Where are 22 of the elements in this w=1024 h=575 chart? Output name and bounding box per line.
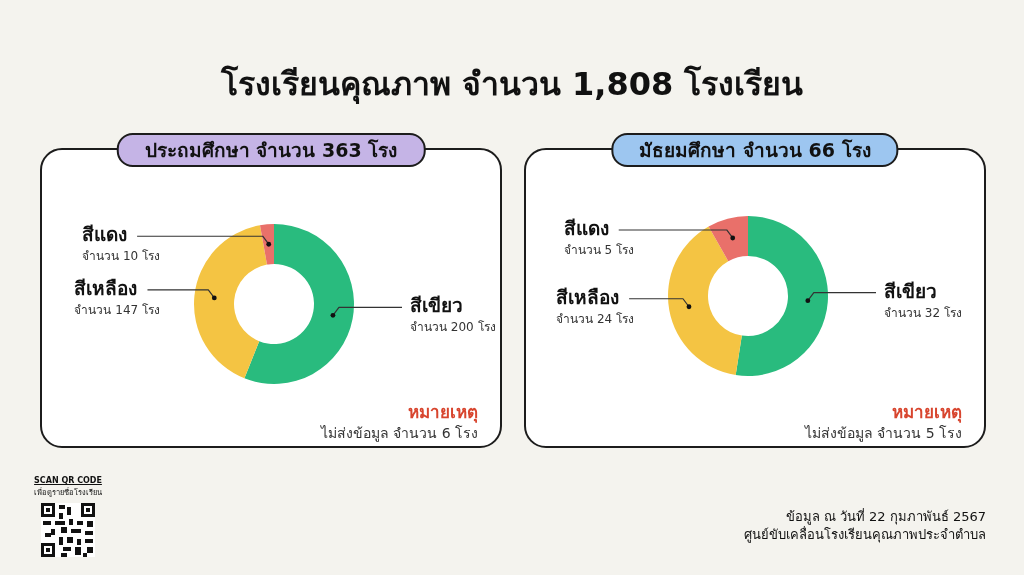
text: ไม่ส่งข้อมูล จำนวน 5 โรง: [804, 424, 962, 444]
data-label: จำนวน 200 โรง: [410, 320, 496, 335]
chart-title: มัธยมศึกษา จำนวน 66 โรง: [611, 133, 899, 167]
data-label: จำนวน 32 โรง: [884, 305, 962, 320]
text: หมายเหตุ: [892, 401, 962, 425]
text: โรงเรียนคุณภาพ จำนวน 1,808 โรงเรียน: [219, 64, 805, 106]
data-label: จำนวน 5 โรง: [563, 243, 634, 258]
text: หมายเหตุ: [408, 401, 478, 425]
data-label: จำนวน 147 โรง: [74, 303, 161, 318]
text: ศูนย์ขับเคลื่อนโรงเรียนคุณภาพประจำตำบล: [743, 526, 986, 544]
text: ไม่ส่งข้อมูล จำนวน 6 โรง: [320, 424, 478, 444]
slice-label: สีเขียว: [410, 294, 463, 317]
slice-label: สีแดง: [563, 216, 609, 239]
text: SCAN QR CODE: [33, 476, 103, 485]
slice-label: สีเขียว: [884, 279, 937, 302]
slice-label: สีเหลือง: [74, 276, 138, 299]
chart-title: ประถมศึกษา จำนวน 363 โรง: [116, 133, 426, 167]
slice-label: สีแดง: [82, 223, 128, 246]
data-label: จำนวน 24 โรง: [556, 311, 635, 326]
data-label: จำนวน 10 โรง: [82, 249, 161, 264]
text: ข้อมูล ณ วันที่ 22 กุมภาพันธ์ 2567: [785, 508, 986, 525]
slice-label: สีเหลือง: [556, 285, 620, 308]
